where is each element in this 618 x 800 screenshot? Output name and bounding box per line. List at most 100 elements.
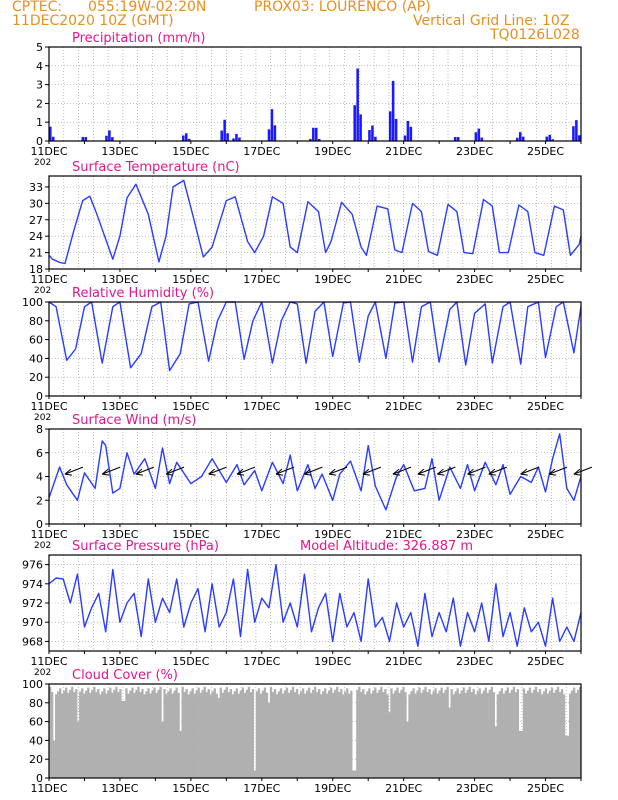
cloud-bar <box>57 691 60 778</box>
wind-arrowhead <box>165 468 173 475</box>
cloud-bar <box>526 690 530 778</box>
pressure-ytick-label: 972 <box>22 597 43 610</box>
precip-bar <box>572 126 575 141</box>
cloud-bar <box>63 690 66 778</box>
cloud-bar <box>163 689 166 778</box>
cloud-bar <box>65 687 68 778</box>
cloud-bar <box>480 693 483 778</box>
header-source: CPTEC: <box>12 0 63 15</box>
precip-bar <box>578 135 581 141</box>
cloud-bar <box>249 692 253 778</box>
wind-arrow <box>236 466 256 475</box>
cloud-bar <box>340 689 343 778</box>
cloud-bar <box>261 690 265 778</box>
cloud-bar <box>179 731 182 778</box>
cloud-ytick-label: 100 <box>22 678 43 691</box>
cloud-bar <box>149 693 152 778</box>
wind-year-label: 202 <box>34 541 51 551</box>
cloud-bar <box>546 693 550 778</box>
wind-arrowhead <box>275 468 283 475</box>
cloud-bar <box>201 689 204 778</box>
cloud-bar <box>414 693 417 778</box>
cloud-xtick-label: 25DEC <box>527 782 564 795</box>
cloud-bar <box>500 688 504 778</box>
wind-arrowhead <box>437 468 444 475</box>
cloud-bar <box>444 689 447 778</box>
cloud-bar <box>474 694 477 778</box>
cloud-bar <box>578 686 582 778</box>
cloud-bar <box>318 689 321 778</box>
cloud-xtick-label: 17DEC <box>243 782 280 795</box>
cloud-bar <box>91 689 94 778</box>
cloud-bar <box>299 691 303 778</box>
precip-ytick-label: 5 <box>36 41 43 54</box>
cloud-bar <box>121 700 124 778</box>
cloud-bar <box>281 693 285 778</box>
cloud-bar <box>227 692 230 778</box>
cloud-bar <box>558 692 562 778</box>
wind-ytick-label: 8 <box>36 423 43 436</box>
precip-bar <box>374 136 377 141</box>
humidity-xtick-label: 19DEC <box>314 400 351 413</box>
cloud-bar <box>147 688 150 778</box>
cloud-bar <box>169 688 172 778</box>
precip-bar <box>575 120 578 141</box>
cloud-bar <box>334 689 337 778</box>
cloud-bar <box>211 691 214 778</box>
cloud-bar <box>221 692 224 778</box>
temp-ytick-label: 33 <box>29 181 43 194</box>
cloud-bar <box>245 689 249 778</box>
wind-arrow <box>304 466 323 475</box>
cloud-bar <box>416 690 419 778</box>
cloud-bar <box>119 689 122 778</box>
precip-xtick-label: 25DEC <box>527 145 564 158</box>
wind-ytick-label: 4 <box>36 471 43 484</box>
precip-bar <box>51 136 55 141</box>
wind-arrow <box>64 466 84 475</box>
cloud-bar <box>209 694 212 778</box>
temp-ytick-label: 21 <box>29 247 43 260</box>
precip-ytick-label: 3 <box>36 79 43 92</box>
cloud-bar <box>217 698 220 778</box>
cloud-bar <box>396 687 399 778</box>
cloud-bar <box>289 689 293 778</box>
cloud-bar <box>446 686 449 778</box>
cloud-bar <box>520 731 524 778</box>
cloud-bar <box>67 692 70 778</box>
wind-arrowhead <box>329 473 337 476</box>
precip-bar <box>184 133 188 141</box>
cloud-bar <box>484 687 487 778</box>
cloud-bar <box>348 693 351 778</box>
cloud-bar <box>564 735 568 778</box>
cloud-bar <box>430 694 433 778</box>
cloud-bar <box>544 688 548 778</box>
cloud-bar <box>263 687 267 778</box>
humidity-xtick-label: 21DEC <box>385 400 422 413</box>
precip-bar <box>368 130 371 141</box>
cloud-bar <box>538 689 542 778</box>
temp-xtick-label: 23DEC <box>456 273 493 286</box>
humidity-xtick-label: 23DEC <box>456 400 493 413</box>
cloud-bar <box>183 692 186 778</box>
cloud-bar <box>344 691 347 778</box>
cloud-bar <box>129 690 132 778</box>
wind-xtick-label: 25DEC <box>527 528 564 541</box>
cloud-ytick-label: 40 <box>29 734 43 747</box>
cloud-bar <box>330 687 333 778</box>
cloud-bar <box>372 690 375 778</box>
pressure-xtick-label: 23DEC <box>456 655 493 668</box>
cloud-bar <box>572 687 576 778</box>
cloud-bar <box>552 692 556 778</box>
cloud-bar <box>257 688 261 778</box>
cloud-panel: 0 20 40 60 80 100 11DEC 13DEC 15DEC 17DEC 19DEC 21D… <box>22 668 582 795</box>
wind-arrowhead <box>236 468 244 475</box>
cloud-bar <box>380 686 383 778</box>
precip-xtick-label: 19DEC <box>314 145 351 158</box>
cloud-title: Cloud Cover (%) <box>72 668 178 683</box>
header-station: PROX03: LOURENCO (AP) <box>254 0 431 15</box>
cloud-bar <box>79 691 82 778</box>
header-code: TQ0126L028 <box>490 27 580 43</box>
precip-xtick-label: 15DEC <box>172 145 209 158</box>
temp-xtick-label: 15DEC <box>172 273 209 286</box>
cloud-bar <box>364 694 367 778</box>
